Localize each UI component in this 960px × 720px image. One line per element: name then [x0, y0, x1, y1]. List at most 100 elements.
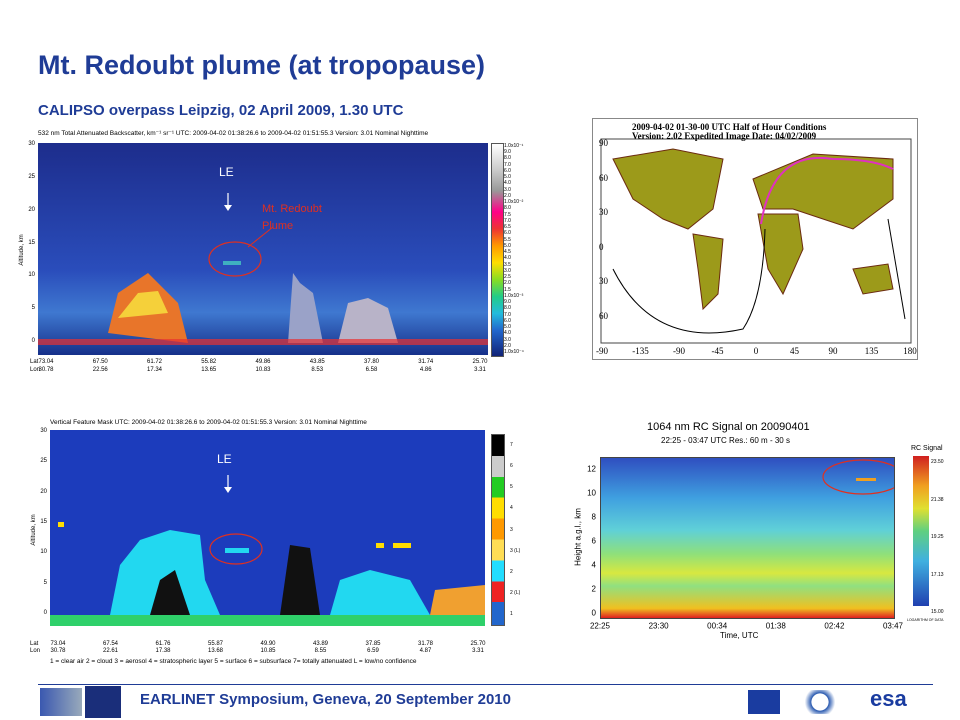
lat-label: 37.85 — [365, 641, 381, 647]
surface — [50, 615, 485, 626]
lon-label: 4.86 — [419, 367, 432, 373]
colorbar-label: 21.38 — [931, 496, 944, 503]
colorbar-label: 7.0 — [504, 161, 511, 168]
lat-label: 49.86 — [255, 359, 271, 365]
colorbar-label: 2.0 — [504, 342, 511, 349]
x-tick-label: 22:25 — [589, 621, 611, 631]
colorbar-label: 23.50 — [931, 459, 944, 465]
colorbar-label: 6 — [510, 463, 513, 470]
y-tick-label: 6 — [591, 536, 596, 546]
colorbar-label: 2.5 — [504, 274, 511, 281]
colorbar-label: 2 (L) — [510, 589, 521, 596]
lidar-title: 1064 nm RC Signal on 20090401 — [647, 421, 810, 433]
plume-circle — [822, 459, 894, 495]
colorbar-label: 2.0 — [504, 280, 511, 287]
y-tick-label: 25 — [40, 458, 47, 465]
arrow-head — [224, 205, 232, 211]
x-tick-label: 00:34 — [707, 621, 728, 631]
colorbar-label: 3.0 — [504, 267, 511, 274]
y-tick-label: 5 — [31, 305, 35, 312]
lon-label: 30.78 — [50, 648, 66, 654]
colorbar-label: 3.0 — [504, 336, 511, 343]
x-axis-label: Time, UTC — [720, 631, 759, 640]
plume — [223, 261, 241, 265]
colorbar-label: 5.5 — [504, 236, 511, 243]
x-tick-label: 02:42 — [824, 621, 845, 631]
lat-label: 31.74 — [418, 359, 434, 365]
eu-flag — [748, 690, 780, 714]
esa-logo: esa — [870, 686, 907, 711]
lon-tick-label: -90 — [596, 346, 608, 356]
y-tick-label: 12 — [587, 464, 596, 474]
lon-label: 30.78 — [38, 367, 54, 373]
colorbar-label: 2 — [510, 568, 513, 575]
lon-label: 6.59 — [367, 648, 379, 654]
lat-label: 31.78 — [417, 641, 434, 647]
y-tick-label: 20 — [28, 206, 35, 213]
land — [692, 233, 724, 311]
colorbar-label: 4 — [510, 505, 513, 512]
y-tick-label: 4 — [591, 560, 596, 570]
colorbar-label: 5.0 — [504, 174, 511, 181]
map-title: 2009-04-02 01-30-00 UTC Half of Hour Con… — [632, 122, 827, 132]
colorbar-label: 6.0 — [504, 167, 511, 174]
lon-tick-label: -90 — [673, 346, 685, 356]
lon-label: 17.34 — [146, 367, 163, 373]
y-tick-label: 20 — [40, 488, 47, 495]
aerosol — [430, 585, 485, 615]
lon-tick-label: -135 — [632, 346, 649, 356]
lon-label: 13.65 — [201, 367, 217, 373]
x-tick-label: 23:30 — [648, 621, 669, 631]
cloud — [118, 291, 168, 318]
y-axis-label: Altitude, km — [31, 514, 37, 546]
colorbar-label: 4.0 — [504, 180, 511, 187]
x-tick-label: 03:47 — [882, 621, 904, 631]
colorbar-label: 1.0x10⁻¹ — [504, 143, 524, 149]
plume-circle — [209, 533, 263, 565]
row-label: Lat — [30, 641, 39, 647]
lat-tick-label: 30 — [599, 276, 608, 287]
map-subtitle: Version: 2.02 Expedited Image Date: 04/0… — [632, 131, 817, 141]
lon-label: 3.31 — [474, 367, 486, 373]
y-axis-label: Height a.g.l., km — [573, 508, 583, 566]
colorbar-label: 1.0x10⁻³ — [504, 292, 524, 299]
colorbar-label: 8.0 — [504, 305, 511, 312]
lat-label: 37.80 — [363, 359, 380, 365]
lat-label: 43.85 — [309, 359, 325, 365]
cloud — [110, 530, 220, 615]
layer — [58, 522, 64, 527]
y-tick-label: 0 — [591, 608, 596, 618]
lon-label: 10.83 — [255, 367, 271, 373]
map-svg — [600, 138, 912, 344]
marker-label: LE — [219, 165, 234, 179]
colorbar-label: 15.00 — [931, 609, 944, 615]
row-label: Lon — [30, 648, 41, 654]
colorbar-label: 17.13 — [931, 571, 944, 578]
x-tick-label: 01:38 — [765, 621, 786, 631]
lat-label: 43.89 — [312, 641, 329, 647]
colorbar-label: 9.0 — [504, 149, 511, 156]
panel-title: Vertical Feature Mask UTC: 2009-04-02 01… — [50, 419, 367, 426]
lon-tick-label: 45 — [790, 346, 799, 356]
land — [757, 213, 804, 296]
lat-tick-label: 30 — [599, 207, 608, 218]
track — [887, 218, 906, 320]
y-tick-label: 5 — [43, 579, 47, 586]
land — [752, 153, 894, 230]
logo — [40, 688, 82, 716]
y-tick-label: 10 — [587, 488, 596, 498]
y-tick-label: 8 — [591, 512, 596, 522]
colorbar — [491, 434, 505, 626]
lidar-features — [822, 459, 894, 495]
lon-tick-label: 90 — [828, 346, 838, 356]
plume — [225, 548, 249, 553]
lidar-plot — [600, 457, 895, 619]
lon-label: 8.55 — [314, 648, 327, 654]
colorbar-label: 6.0 — [504, 230, 511, 237]
legend: 1 = clear air 2 = cloud 3 = aerosol 4 = … — [50, 658, 417, 665]
colorbar-label: 2.0 — [504, 192, 511, 199]
y-axis-label: Altitude, km — [19, 234, 25, 266]
colorbar-label: 7.0 — [504, 217, 511, 224]
cloud — [338, 298, 398, 343]
colorbar-label: 3 — [510, 526, 513, 533]
